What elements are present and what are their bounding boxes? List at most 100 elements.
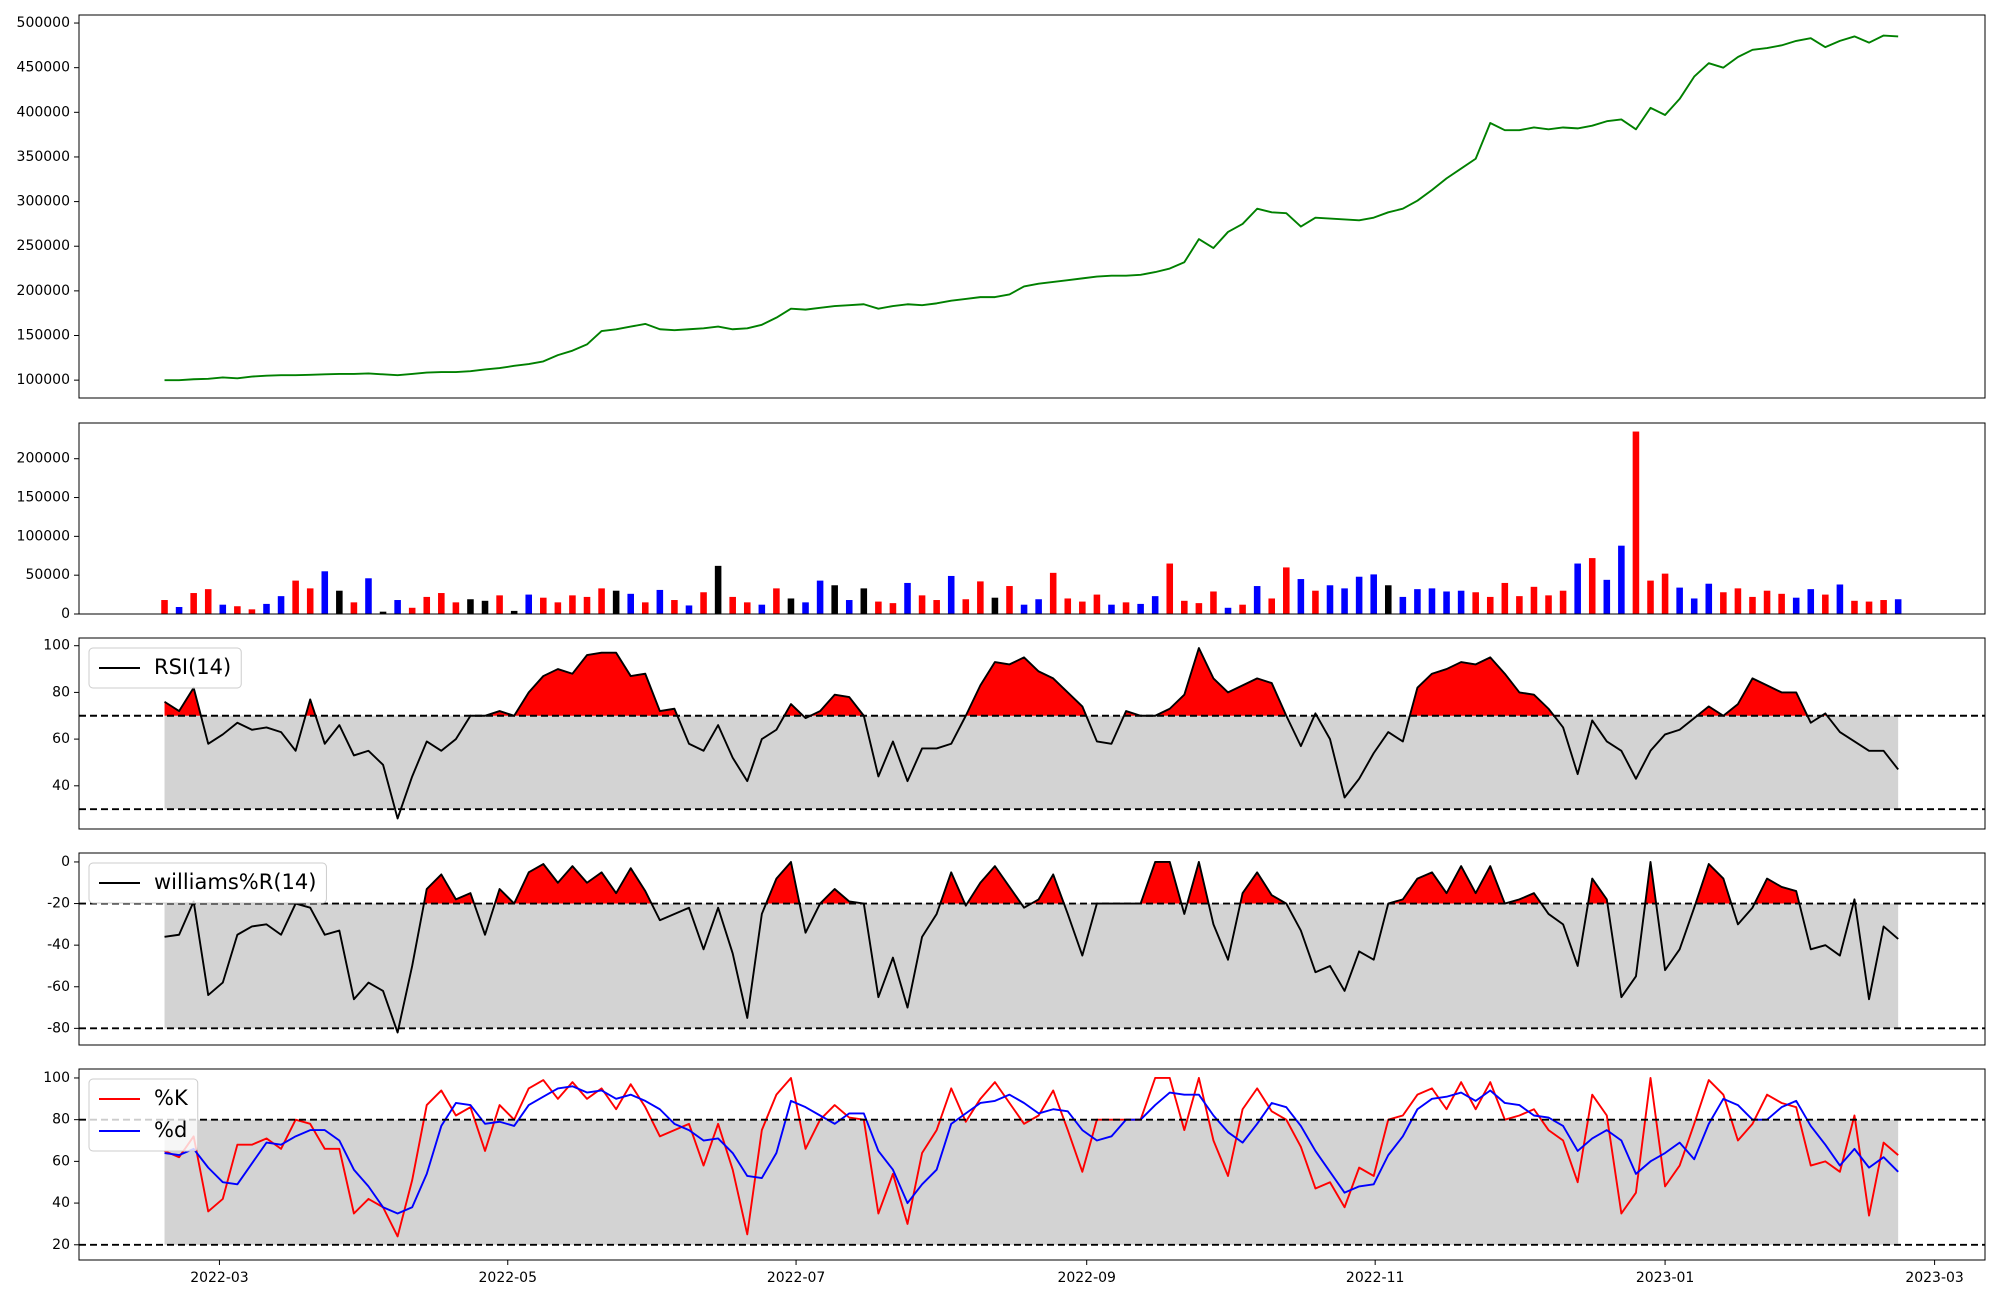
volume-bar [1618,545,1625,614]
volume-bar [1370,574,1377,614]
x-tick-label: 2022-11 [1346,1270,1405,1286]
volume-bar [642,602,649,614]
volume-bar [1384,585,1392,614]
volume-bar [1181,600,1188,614]
volume-bar [816,580,824,614]
volume-bar [802,602,809,614]
volume-bar [481,600,489,614]
volume-bar [1690,598,1698,614]
volume-bar [977,581,984,614]
volume-bar [947,575,955,614]
plot-area [79,647,1985,820]
volume-bar [1253,586,1261,614]
volume-bar [743,602,751,614]
volume-bar [336,590,343,614]
legend-label: RSI(14) [154,655,231,679]
volume-bar [1006,586,1013,614]
neutral-band [164,1119,1899,1245]
volume-bar [583,596,591,614]
volume-bar [1297,579,1305,614]
volume-bar [1778,593,1785,614]
volume-bar [933,600,940,614]
y-tick-label: 100 [43,638,70,654]
y-tick-label: 450000 [17,60,70,76]
volume-bar [1064,598,1072,614]
panel: 0 -20 -40 -60 -80 williams%R(14) [47,852,1986,1046]
volume-bar [408,607,416,614]
volume-bar [773,588,780,614]
volume-bar [875,601,882,614]
y-tick-label: 150000 [17,490,70,506]
volume-bar [1880,600,1887,614]
volume-bar [1676,587,1683,614]
volume-bar [1166,563,1174,614]
y-tick-label: 20 [52,1237,70,1253]
y-tick-label: 80 [52,684,70,700]
volume-bar [1763,590,1771,614]
volume-bar [598,588,605,614]
legend-box [88,862,327,904]
volume-bar [438,593,445,614]
volume-bar [1720,592,1727,614]
volume-bar [540,597,547,614]
x-tick-label: 2022-03 [190,1270,249,1286]
volume-bar [918,595,926,614]
volume-bar [904,582,911,614]
volume-bar [306,588,314,614]
y-tick-label: 200000 [17,451,70,467]
y-tick-label: 100000 [17,372,70,388]
volume-bar [292,580,299,614]
volume-bar [1049,572,1057,614]
legend-box [88,1078,199,1152]
volume-bar [496,595,503,614]
volume-bar [263,603,270,614]
plot-area [79,1077,1985,1246]
volume-bar [248,609,256,614]
y-tick-label: 0 [61,606,70,622]
y-tick-label: -20 [47,896,70,912]
volume-bar [467,599,474,614]
panel: 40 60 80 100 RSI(14) [43,637,1986,830]
volume-bar [787,598,795,614]
plot-area [161,431,1902,614]
volume-bar [204,589,212,614]
panel-frame [78,637,1986,830]
x-tick-label: 2022-09 [1057,1270,1116,1286]
y-tick-label: 60 [52,731,70,747]
legend: williams%R(14) [88,862,327,904]
volume-bar [627,593,634,614]
volume-bar [1822,594,1829,614]
volume-bar [1705,583,1713,614]
volume-bar [277,596,285,614]
volume-bar [889,603,897,614]
volume-bar [656,589,664,614]
volume-bar [729,596,736,614]
legend-box [88,647,242,689]
panel: 0 50000 100000 150000 200000 [17,422,1986,622]
volume-bar [1851,600,1858,614]
y-tick-label: 100000 [17,528,70,544]
y-tick-label: 150000 [17,328,70,344]
y-tick-label: 100 [43,1070,70,1086]
volume-bar [1574,563,1581,614]
legend-label: williams%R(14) [154,870,316,894]
volume-bar [379,611,387,614]
y-tick-label: 500000 [17,15,70,31]
panel: 100000 150000 200000 250000 300000 350000 4000… [17,14,1986,399]
volume-bar [175,607,183,614]
legend: %K %d [88,1078,199,1152]
volume-bar [831,585,838,614]
volume-bar [394,600,401,614]
y-tick-label: 400000 [17,104,70,120]
neutral-band [164,903,1899,1029]
volume-bar [1457,590,1465,614]
plot-area [164,34,1899,382]
volume-bar [860,588,868,614]
panel-frame [78,14,1986,399]
y-tick-label: 350000 [17,149,70,165]
volume-bar [1632,431,1640,614]
y-tick-label: 60 [52,1153,70,1169]
y-tick-label: 50000 [25,567,70,583]
volume-bar [1108,604,1115,614]
volume-bar [1894,599,1902,614]
